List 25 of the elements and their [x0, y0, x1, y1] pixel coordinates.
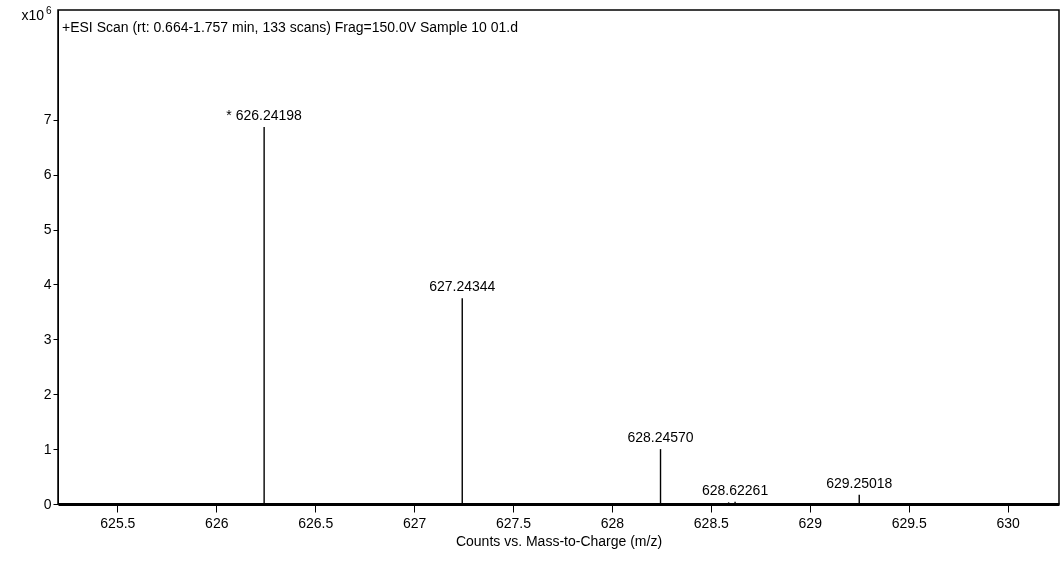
x-tick-label: 626	[205, 514, 229, 531]
annotation: 629.25018	[826, 474, 893, 491]
annotation: 627.24344	[429, 278, 496, 295]
annotation: 628.24570	[627, 429, 694, 446]
y-tick-label: 2	[43, 385, 52, 402]
x-tick-label: 626.5	[298, 514, 334, 531]
x-tick-label: 629	[798, 514, 823, 531]
text: +ESI Scan (rt: 0.664-1.757 min, 133 scans) Frag=150.0V Sample 10 01.d	[62, 19, 519, 35]
x-tick-label: 627	[402, 514, 427, 531]
y-tick-label: 7	[43, 111, 52, 128]
y-tick-label: 4	[43, 275, 52, 292]
annotation: * 626.24198	[226, 106, 303, 123]
x-tick-label: 630	[996, 514, 1020, 531]
x-tick-label: 629.5	[891, 514, 927, 531]
y-tick-label: 1	[43, 440, 52, 457]
x-tick-label: 627.5	[495, 514, 532, 531]
x-tick-label: 625.5	[100, 514, 136, 531]
annotation: 628.62261	[701, 481, 769, 498]
y-tick-label: 3	[43, 330, 52, 347]
x-tick-label: 628.5	[693, 514, 730, 531]
y-tick-label: 5	[43, 221, 52, 238]
y-tick-label: 6	[43, 166, 52, 183]
x-tick-label: 628	[600, 514, 625, 531]
x-axis-title: Counts vs. Mass-to-Charge (m/z)	[455, 532, 663, 549]
y-tick-label: 0	[43, 495, 52, 512]
